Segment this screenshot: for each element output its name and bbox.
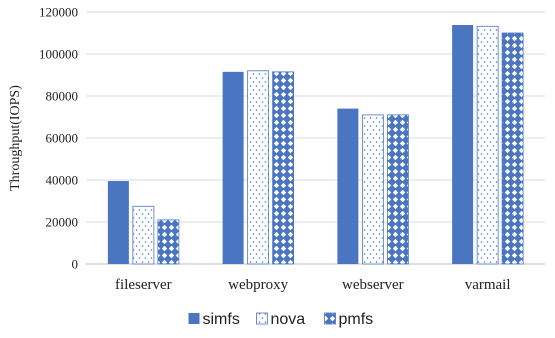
y-tick-label: 40000 bbox=[46, 173, 79, 188]
bar-simfs-webserver bbox=[337, 108, 359, 264]
bar-nova-varmail bbox=[476, 25, 499, 265]
bar-nova-webproxy bbox=[247, 70, 270, 265]
y-tick-label: 80000 bbox=[46, 89, 79, 104]
y-axis-title: Throughput(IOPS) bbox=[8, 85, 23, 191]
bars bbox=[107, 25, 524, 265]
y-tick-label: 60000 bbox=[46, 131, 79, 146]
x-tick-label: webserver bbox=[342, 277, 404, 293]
y-tick-label: 20000 bbox=[46, 215, 79, 230]
bar-simfs-webproxy bbox=[222, 71, 244, 264]
x-tick-label: fileserver bbox=[115, 277, 172, 293]
y-tick-label: 120000 bbox=[39, 5, 78, 20]
legend-swatch-pmfs bbox=[324, 312, 336, 325]
bar-pmfs-fileserver bbox=[157, 219, 180, 265]
bar-nova-webserver bbox=[361, 114, 384, 265]
x-tick-label: webproxy bbox=[228, 277, 288, 293]
bar-pmfs-webproxy bbox=[272, 71, 295, 265]
legend: simfs nova pmfs bbox=[188, 311, 374, 328]
legend-label-simfs: simfs bbox=[203, 311, 240, 328]
y-tick-label: 100000 bbox=[39, 47, 78, 62]
bar-pmfs-varmail bbox=[501, 32, 524, 265]
bar-simfs-fileserver bbox=[107, 181, 129, 264]
x-tick-label: varmail bbox=[465, 277, 511, 293]
legend-swatch-simfs bbox=[188, 313, 200, 324]
legend-label-pmfs: pmfs bbox=[339, 311, 374, 328]
legend-label-nova: nova bbox=[271, 311, 306, 328]
bar-simfs-varmail bbox=[452, 25, 474, 264]
gridlines bbox=[86, 11, 545, 265]
legend-swatch-nova bbox=[256, 312, 268, 325]
bar-pmfs-webserver bbox=[386, 114, 409, 265]
y-tick-label: 0 bbox=[72, 257, 79, 272]
x-axis-ticks: fileserver webproxy webserver varmail bbox=[115, 277, 510, 293]
y-axis-ticks: 0 20000 40000 60000 80000 100000 120000 bbox=[39, 5, 78, 272]
bar-nova-fileserver bbox=[132, 205, 155, 265]
